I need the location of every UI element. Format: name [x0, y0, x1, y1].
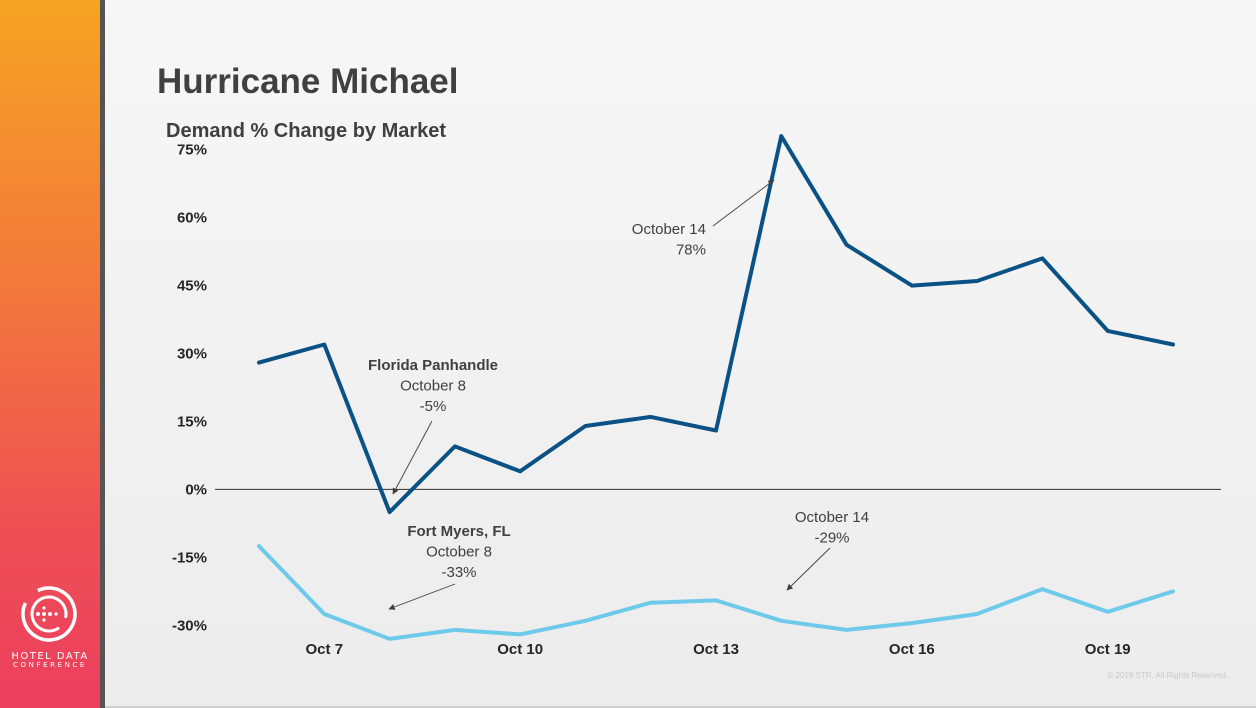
annotation-text: -29%	[814, 530, 849, 547]
y-tick-label: 30%	[177, 346, 207, 363]
annotation-text: 78%	[676, 242, 706, 259]
annotation-text: -5%	[420, 398, 447, 415]
series-layer	[257, 134, 1175, 641]
annotation-layer: Florida Panhandle October 8 -5% October 14 7…	[368, 179, 869, 610]
y-tick-label: 60%	[177, 210, 207, 227]
y-tick-label: 45%	[177, 278, 207, 295]
annotation-arrow	[388, 583, 456, 610]
sidebar-gradient	[0, 0, 100, 708]
series-line-fort_myers	[257, 544, 1175, 641]
x-tick-label: Oct 16	[889, 641, 935, 658]
annotation-text: October 14	[795, 509, 869, 526]
bottom-divider	[105, 706, 1256, 708]
copyright-footer: © 2019 STR. All Rights Reserved.	[1107, 671, 1228, 680]
logo-text-line2: CONFERENCE	[13, 661, 87, 669]
annotation-arrow	[392, 420, 433, 495]
y-tick-label: -15%	[172, 549, 207, 566]
annotation-text: -33%	[441, 564, 476, 581]
annotation-florida_panhandle-oct-14: October 14 78%	[632, 179, 775, 259]
annotation-text: October 8	[426, 544, 492, 561]
sidebar-edge	[100, 0, 105, 708]
x-tick-label: Oct 7	[306, 641, 344, 658]
y-axis-ticks: 75% 60% 45% 30% 15% 0% -15% -30%	[172, 142, 207, 635]
y-tick-label: 75%	[177, 142, 207, 159]
x-tick-label: Oct 10	[497, 641, 543, 658]
annotation-text: October 8	[400, 378, 466, 395]
series-line-florida_panhandle	[257, 134, 1175, 515]
annotation-text: October 14	[632, 221, 706, 238]
annotation-text: Fort Myers, FL	[407, 523, 510, 540]
annotation-arrow	[712, 179, 775, 227]
annotation-text: Florida Panhandle	[368, 357, 498, 374]
annotation-florida_panhandle-oct-8: Florida Panhandle October 8 -5%	[368, 357, 498, 495]
x-axis-ticks: Oct 7 Oct 10 Oct 13 Oct 16 Oct 19	[306, 641, 1131, 658]
x-tick-label: Oct 13	[693, 641, 739, 658]
y-tick-label: 0%	[185, 481, 207, 498]
annotation-fort_myers-oct-8: Fort Myers, FL October 8 -33%	[388, 523, 511, 610]
chart-subtitle: Demand % Change by Market	[166, 120, 447, 142]
annotation-fort_myers-oct-14: October 14 -29%	[786, 509, 869, 591]
conference-logo-icon	[21, 586, 77, 642]
annotation-arrow	[786, 547, 831, 591]
x-tick-label: Oct 19	[1085, 641, 1131, 658]
logo-text-line1: HOTEL DATA	[11, 651, 89, 662]
y-tick-label: 15%	[177, 413, 207, 430]
slide-title: Hurricane Michael	[157, 62, 459, 101]
y-tick-label: -30%	[172, 617, 207, 634]
